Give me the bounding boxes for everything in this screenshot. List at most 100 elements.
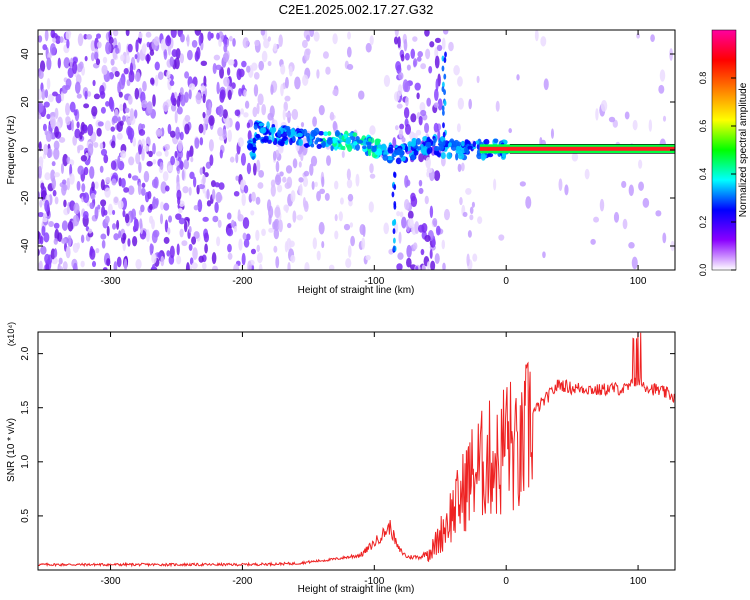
spectrogram-cell — [270, 184, 276, 197]
spectrogram-cell — [426, 167, 433, 174]
spectrogram-cell — [83, 210, 89, 220]
spectrogram-cell — [159, 213, 164, 225]
spectrogram-cell — [97, 204, 101, 210]
spectrogram-cell — [658, 84, 665, 94]
spectrogram-cell — [329, 111, 335, 121]
spectrogram-cell — [105, 177, 111, 184]
spectrogram-cell — [110, 99, 115, 112]
spectrogram-cell — [217, 127, 224, 137]
spectrogram-cell — [179, 131, 184, 141]
spectrogram-cell — [188, 88, 192, 100]
spectrogram-cell — [256, 159, 261, 173]
spectrogram-cell — [304, 262, 310, 270]
spectrogram-cell — [113, 196, 120, 206]
spectrogram-cell — [133, 216, 138, 229]
spectrogram-cell — [429, 41, 435, 48]
spectrogram-cell — [321, 240, 325, 249]
spectrogram-cell — [204, 243, 208, 254]
spectrogram-cell — [39, 60, 46, 73]
spectrogram-cell — [457, 153, 465, 160]
spectrogram-cell — [406, 64, 411, 71]
spectrogram-cell — [397, 84, 403, 97]
spectrogram-cell — [124, 213, 130, 224]
spectrogram-cell — [327, 131, 332, 136]
colorbar-tick-label: 0.6 — [698, 120, 708, 133]
spectrogram-cell — [263, 38, 270, 49]
spectrogram-cell — [215, 191, 222, 204]
snr-plot-area — [38, 332, 675, 568]
snr-y-ticks: 0.5 1.0 1.5 2.0 — [20, 346, 675, 523]
spectrogram-cell — [206, 200, 212, 207]
spectrogram-cell — [69, 173, 75, 185]
spectrogram-cell — [127, 173, 132, 179]
spectrogram-cell — [38, 165, 42, 179]
spectrogram-cell — [78, 61, 84, 70]
spectrogram-cell — [392, 137, 397, 149]
spectrogram-cell — [258, 122, 264, 127]
spectrogram-cell — [230, 219, 235, 228]
spectrogram-cell — [443, 56, 447, 63]
spectrogram-cell — [177, 196, 181, 206]
spectrogram-cell — [258, 263, 263, 270]
spectrogram-cell — [50, 248, 56, 260]
spectrogram-cell — [298, 138, 304, 147]
spectrogram-cell — [274, 206, 281, 219]
spectrogram-cell — [386, 155, 394, 161]
spectrogram-cell — [311, 180, 315, 190]
spectrogram-cell — [174, 110, 178, 124]
spectrogram-cell — [412, 242, 418, 250]
spectrogram-cell — [51, 161, 56, 167]
spectrogram-cell — [100, 179, 105, 191]
spectrogram-cell — [127, 95, 133, 105]
spectrogram-cell — [440, 152, 446, 159]
spectrogram-cell — [416, 56, 422, 62]
spectrogram-cell — [426, 97, 431, 107]
spectrogram-cell — [53, 222, 60, 229]
spectrogram-cell — [332, 120, 338, 131]
colorbar: 0.0 0.2 0.4 0.6 0.8 Normalized spectral ampl… — [698, 29, 749, 276]
spectrogram-cell — [138, 161, 142, 174]
spectrogram-cell — [120, 54, 125, 62]
spectrogram-cell — [191, 262, 198, 269]
spectrogram-cell — [266, 121, 270, 129]
spectrogram-cell — [394, 125, 399, 131]
spectrogram-cell — [198, 35, 202, 46]
spectrogram-cell — [396, 211, 401, 217]
spectrogram-cell — [110, 58, 115, 66]
snr-x-label: Height of straight line (km) — [298, 584, 415, 595]
spectrogram-cell — [100, 199, 107, 207]
spectrogram-cell — [292, 210, 297, 223]
spectrogram-cell — [346, 46, 352, 58]
spectrogram-cell — [91, 181, 95, 192]
spectrogram-cell — [301, 39, 308, 49]
spectrogram-cell — [137, 36, 142, 44]
spectrogram-cell — [202, 216, 209, 222]
spectrogram-cell — [650, 34, 655, 43]
spectrogram-cell — [138, 129, 146, 136]
spectrogram-cell — [261, 228, 266, 237]
spectrogram-cell — [93, 141, 99, 148]
spectrogram-cell — [258, 60, 265, 71]
spectrogram-cell — [116, 219, 120, 230]
spectrogram-cell — [117, 116, 121, 123]
spectrogram-cell — [148, 150, 153, 158]
spectrogram-cell — [399, 123, 405, 130]
spectrogram-cell — [235, 175, 239, 181]
spectrogram-cell — [143, 170, 150, 183]
spectrogram-cell — [290, 254, 296, 263]
spectrogram-cell — [125, 54, 130, 64]
spectrogram-cell — [99, 142, 104, 150]
spectrogram-cell — [170, 92, 175, 106]
spectrogram-cell — [425, 48, 431, 60]
spectrogram-cell — [243, 112, 249, 118]
spectrogram-cell — [418, 187, 424, 195]
spectrogram-cell — [441, 109, 445, 116]
spectrogram-cell — [662, 232, 667, 244]
spectrogram-cell — [245, 233, 251, 241]
spectrogram-cell — [255, 133, 261, 139]
spectrogram-cell — [472, 140, 477, 148]
spectrogram-cell — [313, 31, 320, 42]
spectrogram-cell — [280, 83, 284, 97]
spectrogram-cell — [407, 210, 414, 220]
spectrogram-cell — [435, 78, 439, 92]
